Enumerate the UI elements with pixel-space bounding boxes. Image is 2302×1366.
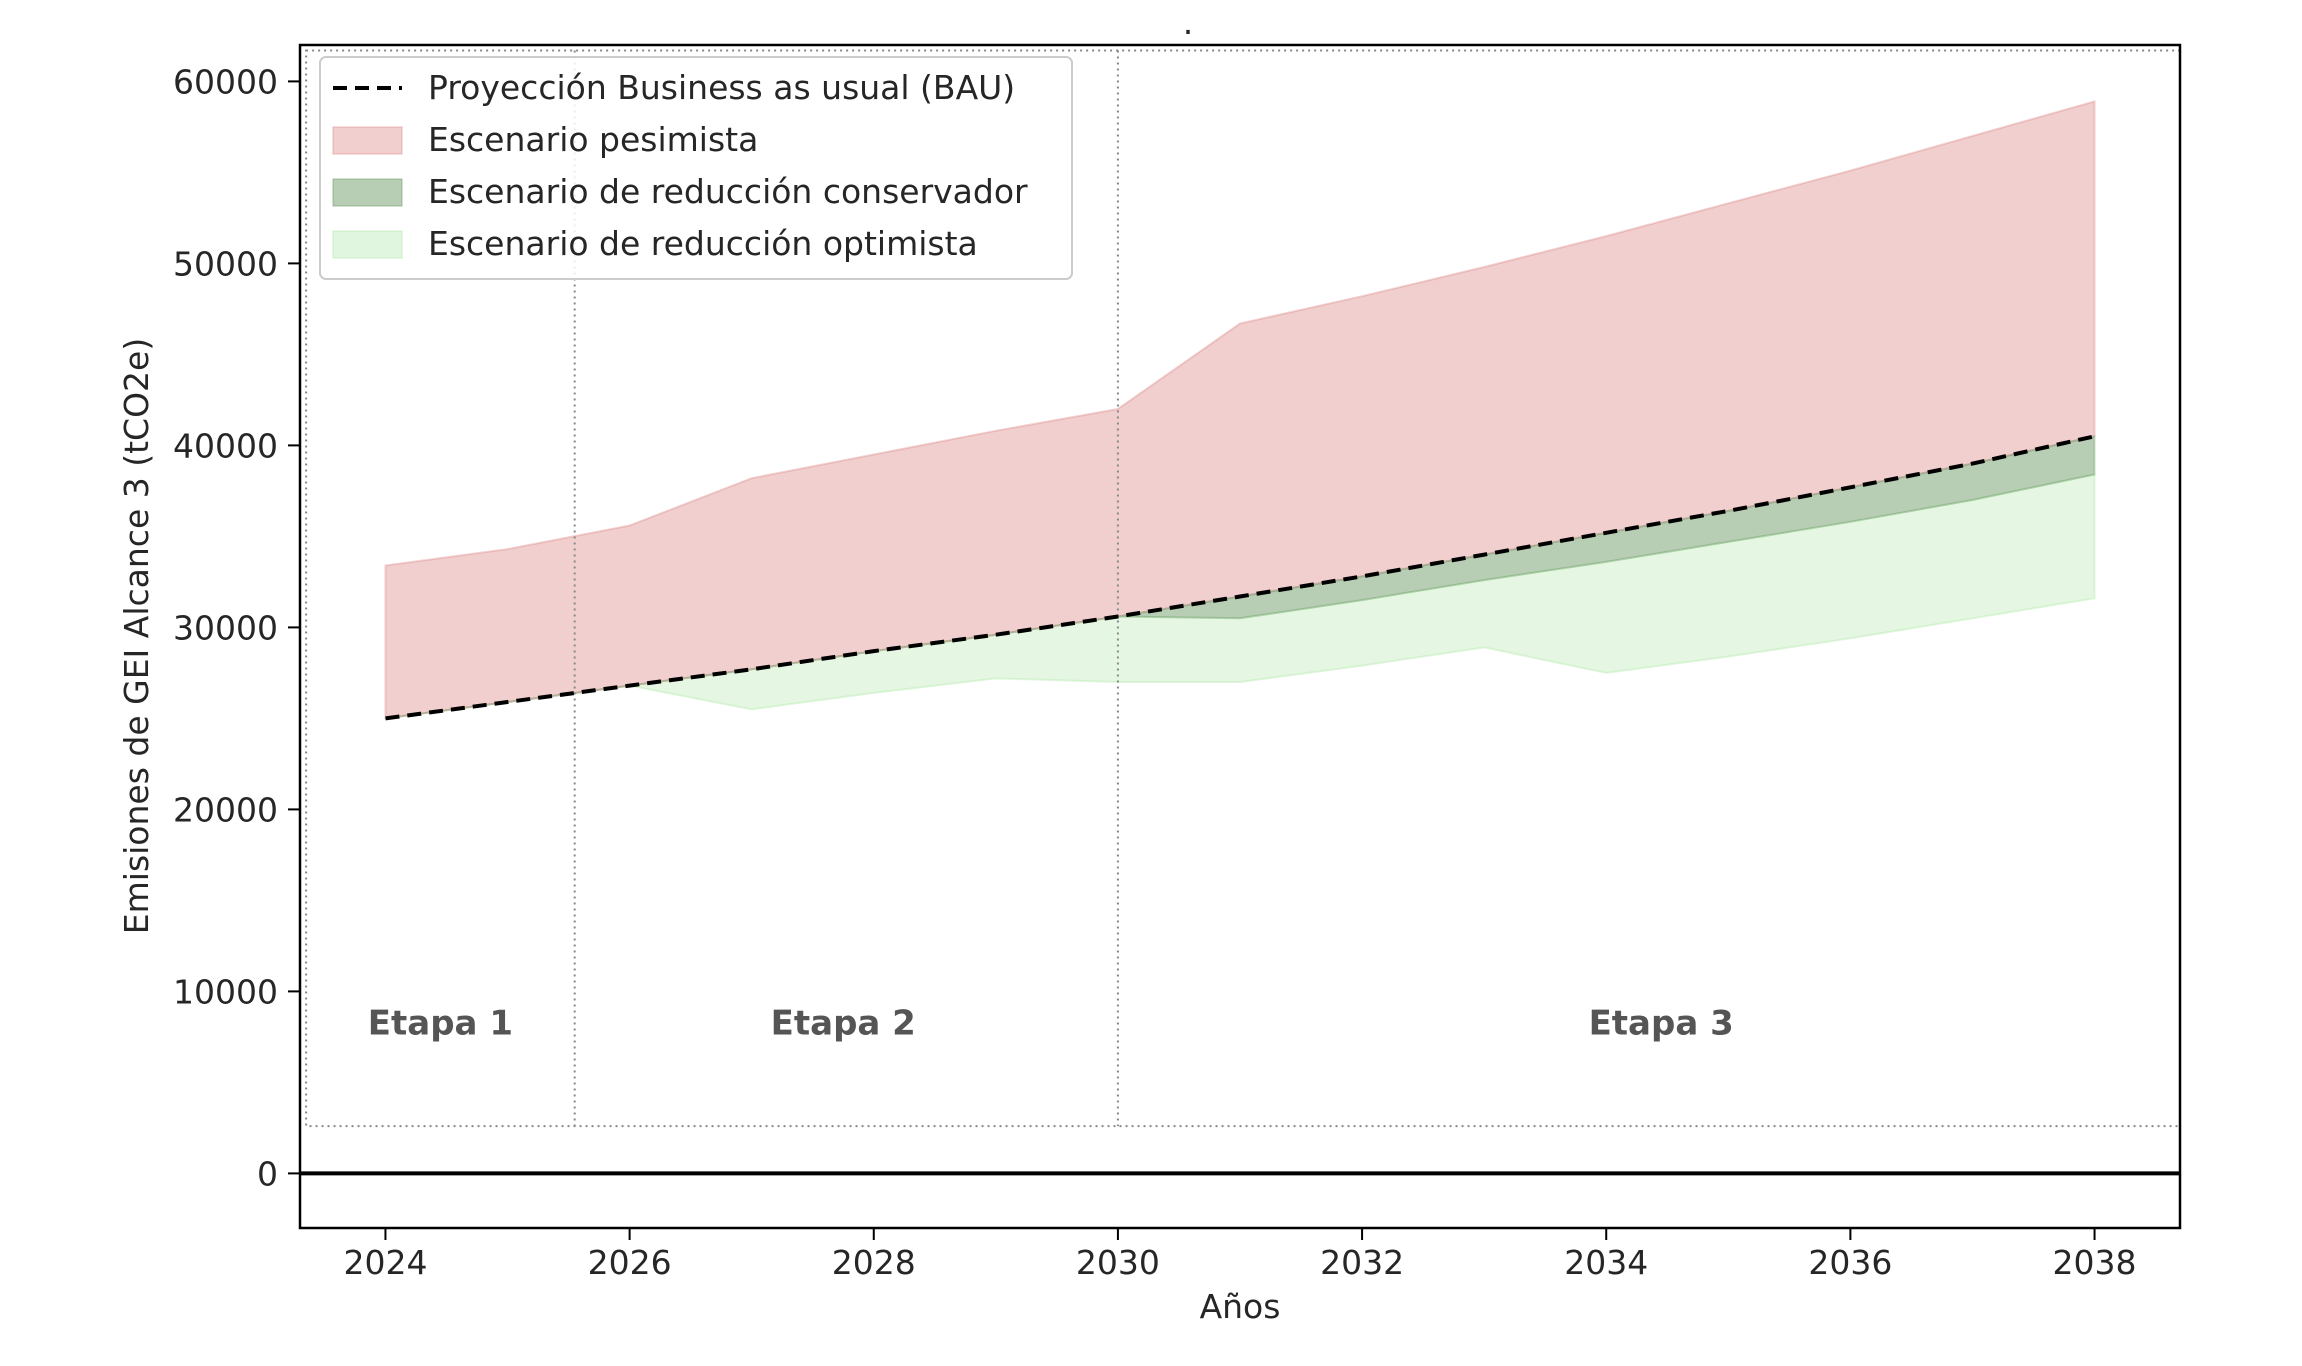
legend: Proyección Business as usual (BAU) Escen…: [319, 56, 1073, 280]
y-tick-label: 50000: [173, 244, 278, 283]
x-tick-label: 2030: [1076, 1243, 1160, 1282]
x-tick-label: 2028: [832, 1243, 916, 1282]
legend-frame: [319, 56, 1073, 280]
x-tick-label: 2032: [1320, 1243, 1404, 1282]
x-tick-label: 2024: [343, 1243, 427, 1282]
stage-label-3: Etapa 3: [1589, 1003, 1734, 1043]
plot-area: Etapa 1 Etapa 2 Etapa 3 2024 2026 2028 2030 203…: [173, 43, 2182, 1282]
x-tick-label: 2036: [1808, 1243, 1892, 1282]
legend-label-optimista: Escenario de reducción optimista: [428, 224, 978, 263]
stage-label-1: Etapa 1: [368, 1003, 513, 1043]
plot-frame: [298, 43, 2182, 1230]
legend-label-bau: Proyección Business as usual (BAU): [428, 68, 1015, 107]
legend-swatch-pesimista: [332, 126, 403, 155]
x-tick-label: 2038: [2053, 1243, 2137, 1282]
y-tick-label: 60000: [173, 62, 278, 101]
legend-label-conservador: Escenario de reducción conservador: [428, 172, 1028, 211]
y-tick-label: 10000: [173, 972, 278, 1011]
x-axis-title: Años: [1200, 1287, 1281, 1326]
y-tick-label: 30000: [173, 608, 278, 647]
legend-swatch-optimista: [332, 230, 403, 259]
x-tick-label: 2034: [1564, 1243, 1648, 1282]
y-tick-label: 0: [257, 1154, 278, 1193]
legend-label-pesimista: Escenario pesimista: [428, 120, 758, 159]
y-tick-label: 40000: [173, 426, 278, 465]
x-tick-label: 2026: [588, 1243, 672, 1282]
legend-swatch-conservador: [332, 178, 403, 207]
y-tick-label: 20000: [173, 790, 278, 829]
chart-title: .: [1183, 3, 1194, 42]
stage-bounding-box: [305, 49, 2181, 1128]
bau-line: [385, 434, 2095, 721]
y-axis-title: Emisiones de GEI Alcance 3 (tCO2e): [117, 338, 156, 934]
stage-label-2: Etapa 2: [771, 1003, 916, 1043]
